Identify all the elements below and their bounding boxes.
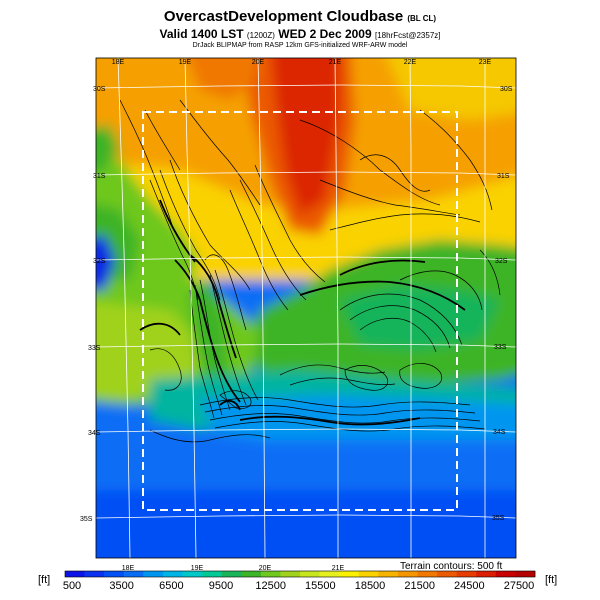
lat-label-right: 30S [500,86,513,93]
colorbar-border [64,570,536,578]
colorbar-swatch [84,571,105,577]
title-suffix: (BL CL) [407,14,437,23]
colorbar-swatch [300,571,320,577]
colorbar-swatch [162,571,183,577]
colorbar-swatch [358,571,379,577]
lat-label-left: 32S [93,258,106,265]
title-main: OvercastDevelopment Cloudbase [163,8,404,25]
map-frame [95,57,517,559]
colorbar-swatch [495,571,516,577]
colorbar-swatch [182,571,203,577]
colorbar-swatch [123,571,144,577]
colorbar-swatch [319,571,340,577]
graticule [96,58,516,558]
lat-label-right: 33S [494,344,507,351]
colorbar-label: 15500 [305,580,336,592]
lon-label-bottom: 19E [191,565,204,572]
valid-utc: (1200Z) [246,31,275,40]
lat-label-left: 31S [93,173,106,180]
colorbar-swatch [202,571,222,577]
colorbar-swatch [280,571,301,577]
colorbar-swatch [221,571,242,577]
colorbar-swatch [65,571,85,577]
lat-label-right: 35S [492,515,505,522]
lat-label-left: 35S [80,516,93,523]
lon-label-bottom: 18E [122,565,135,572]
colorbar-label: 9500 [208,580,234,592]
colorbar-swatch [339,571,360,577]
terrain-contours [119,99,501,443]
colorbar-swatch [476,571,497,577]
colorbar-swatch [378,571,399,577]
cloudbase-field [96,58,516,558]
lon-label-top: 22E [404,59,417,66]
latitude-labels-right: 30S 31S 32S 33S 34S 35S [492,86,513,522]
colorbar-swatch [260,571,281,577]
colorbar-label: 6500 [159,580,184,592]
colorbar-label: 21500 [404,580,435,592]
lon-label-bottom: 20E [259,565,272,572]
lon-label-top: 21E [329,59,342,66]
colorbar-label: 500 [62,580,82,592]
colorbar-swatch [397,571,418,577]
colorbar-swatch [515,571,536,577]
lat-label-right: 31S [497,173,510,180]
lat-label-right: 34S [493,429,506,436]
lon-label-bottom: 21E [332,565,345,572]
terrain-contours-bold [139,199,466,426]
colorbar-swatch [456,571,477,577]
colorbar-unit-left: [ft] [38,574,51,586]
colorbar-swatch [417,571,438,577]
colorbar-label: 27500 [503,580,535,592]
map-title: OvercastDevelopment Cloudbase (BL CL) [0,8,600,25]
colorbar-label: 12500 [255,580,286,592]
lat-label-right: 32S [495,258,508,265]
lon-label-top: 18E [112,59,125,66]
colorbar-swatch [104,571,125,577]
lat-label-left: 34S [88,430,101,437]
forecast-date: WED 2 Dec 2009 [278,27,372,41]
valid-time-line: Valid 1400 LST (1200Z) WED 2 Dec 2009 [1… [0,27,600,41]
colorbar-swatch [437,571,457,577]
lon-label-top: 23E [479,59,492,66]
lat-label-left: 30S [93,86,106,93]
model-description: DrJack BLIPMAP from RASP 12km GFS-initia… [192,42,408,49]
colorbar-swatch [241,571,262,577]
lat-label-left: 33S [88,345,101,352]
inner-domain-box [142,111,458,511]
colorbar-label: 24500 [454,580,485,592]
colorbar-swatch [143,571,164,577]
lon-label-top: 19E [179,59,192,66]
longitude-labels-bottom: 18E 19E 20E 21E [122,565,345,572]
colorbar [64,570,536,578]
lon-label-top: 20E [252,59,265,66]
valid-time: Valid 1400 LST [159,27,244,41]
colorbar-unit-right: [ft] [545,574,558,586]
colorbar-label: 3500 [109,580,134,592]
terrain-contour-note: Terrain contours: 500 ft [400,561,503,572]
run-info: [18hrFcst@2357z] [375,31,441,40]
latitude-labels-left: 30S 31S 32S 33S 34S 35S [80,86,106,523]
colorbar-label: 18500 [354,580,386,592]
longitude-labels-top: 18E 19E 20E 21E 22E 23E [112,59,492,66]
